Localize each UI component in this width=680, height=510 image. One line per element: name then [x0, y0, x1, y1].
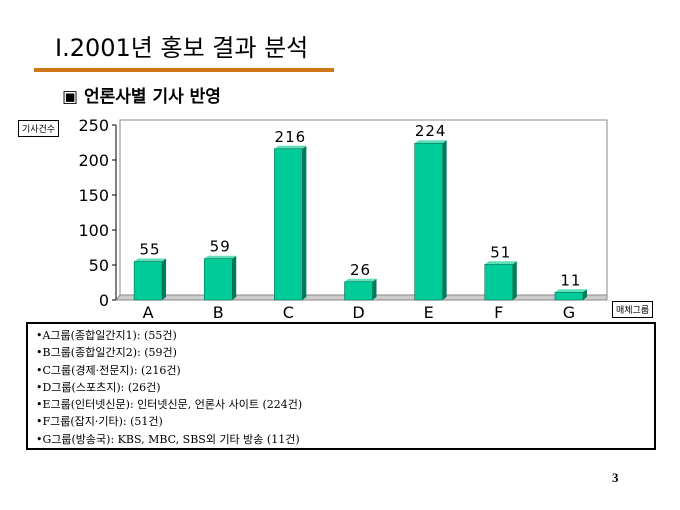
data-label: 216 — [275, 128, 307, 146]
bar-top — [344, 278, 377, 282]
note-item: •C그룹(경제·전문지): (216건) — [36, 363, 181, 377]
y-tick-label: 200 — [78, 151, 109, 170]
bar-top — [554, 289, 587, 293]
x-tick-label: G — [563, 303, 575, 322]
x-tick-label: D — [352, 303, 364, 322]
bar-side — [302, 145, 307, 300]
note-item: •A그룹(종합일간지1): (55건) — [36, 329, 177, 342]
data-label: 26 — [350, 261, 371, 279]
y-tick-label: 0 — [99, 291, 109, 310]
x-tick-label: E — [424, 303, 434, 322]
data-label: 51 — [490, 243, 511, 261]
bar-top — [274, 145, 307, 149]
x-tick-label: B — [213, 303, 224, 322]
bar — [414, 142, 443, 301]
bar-top — [134, 258, 167, 262]
plot-area-back — [119, 119, 608, 301]
bar — [133, 261, 163, 301]
slide-title: Ⅰ.2001년 홍보 결과 분석 — [55, 34, 309, 62]
bar-top — [204, 255, 237, 259]
bar-side — [162, 258, 167, 300]
data-label: 11 — [560, 271, 581, 289]
slide-subtitle: ▣ 언론사별 기사 반영 — [62, 87, 221, 107]
bar-side — [512, 261, 517, 300]
note-item: •G그룹(방송국): KBS, MBC, SBS외 기타 방송 (11건) — [36, 432, 300, 446]
x-tick-label: F — [494, 303, 503, 322]
bar-side — [372, 278, 377, 300]
x-tick-label: A — [143, 303, 154, 322]
bar-top — [414, 140, 447, 144]
bar — [203, 258, 233, 301]
y-tick-label: 150 — [78, 186, 109, 205]
y-axis-label: 기사건수 — [18, 120, 60, 137]
data-label: 224 — [415, 122, 447, 140]
y-tick-label: 100 — [78, 221, 109, 240]
note-item: •F그룹(잡지·기타): (51건) — [36, 415, 163, 429]
y-tick-label: 250 — [78, 116, 109, 135]
bar — [484, 264, 514, 301]
page-number: 3 — [612, 470, 619, 485]
x-axis-label: 매체그룹 — [612, 301, 654, 318]
x-tick-label: C — [283, 303, 294, 322]
data-label: 59 — [210, 238, 231, 256]
bar-side — [232, 255, 237, 300]
bar-side — [582, 289, 587, 300]
note-item: •D그룹(스포츠지): (26건) — [36, 380, 161, 394]
bar-side — [442, 140, 447, 300]
bar — [344, 281, 373, 301]
bar — [554, 292, 584, 301]
note-item: •E그룹(인터넷신문): 인터넷신문, 언론사 사이트 (224건) — [36, 398, 303, 412]
data-label: 55 — [140, 241, 161, 259]
bar-top — [484, 261, 517, 265]
y-tick-label: 50 — [89, 256, 109, 275]
bar — [274, 148, 303, 301]
note-item: •B그룹(종합일간지2): (59건) — [36, 346, 177, 360]
group-notes-box: •A그룹(종합일간지1): (55건) •B그룹(종합일간지2): (59건) … — [26, 322, 656, 450]
title-underline — [34, 68, 334, 72]
